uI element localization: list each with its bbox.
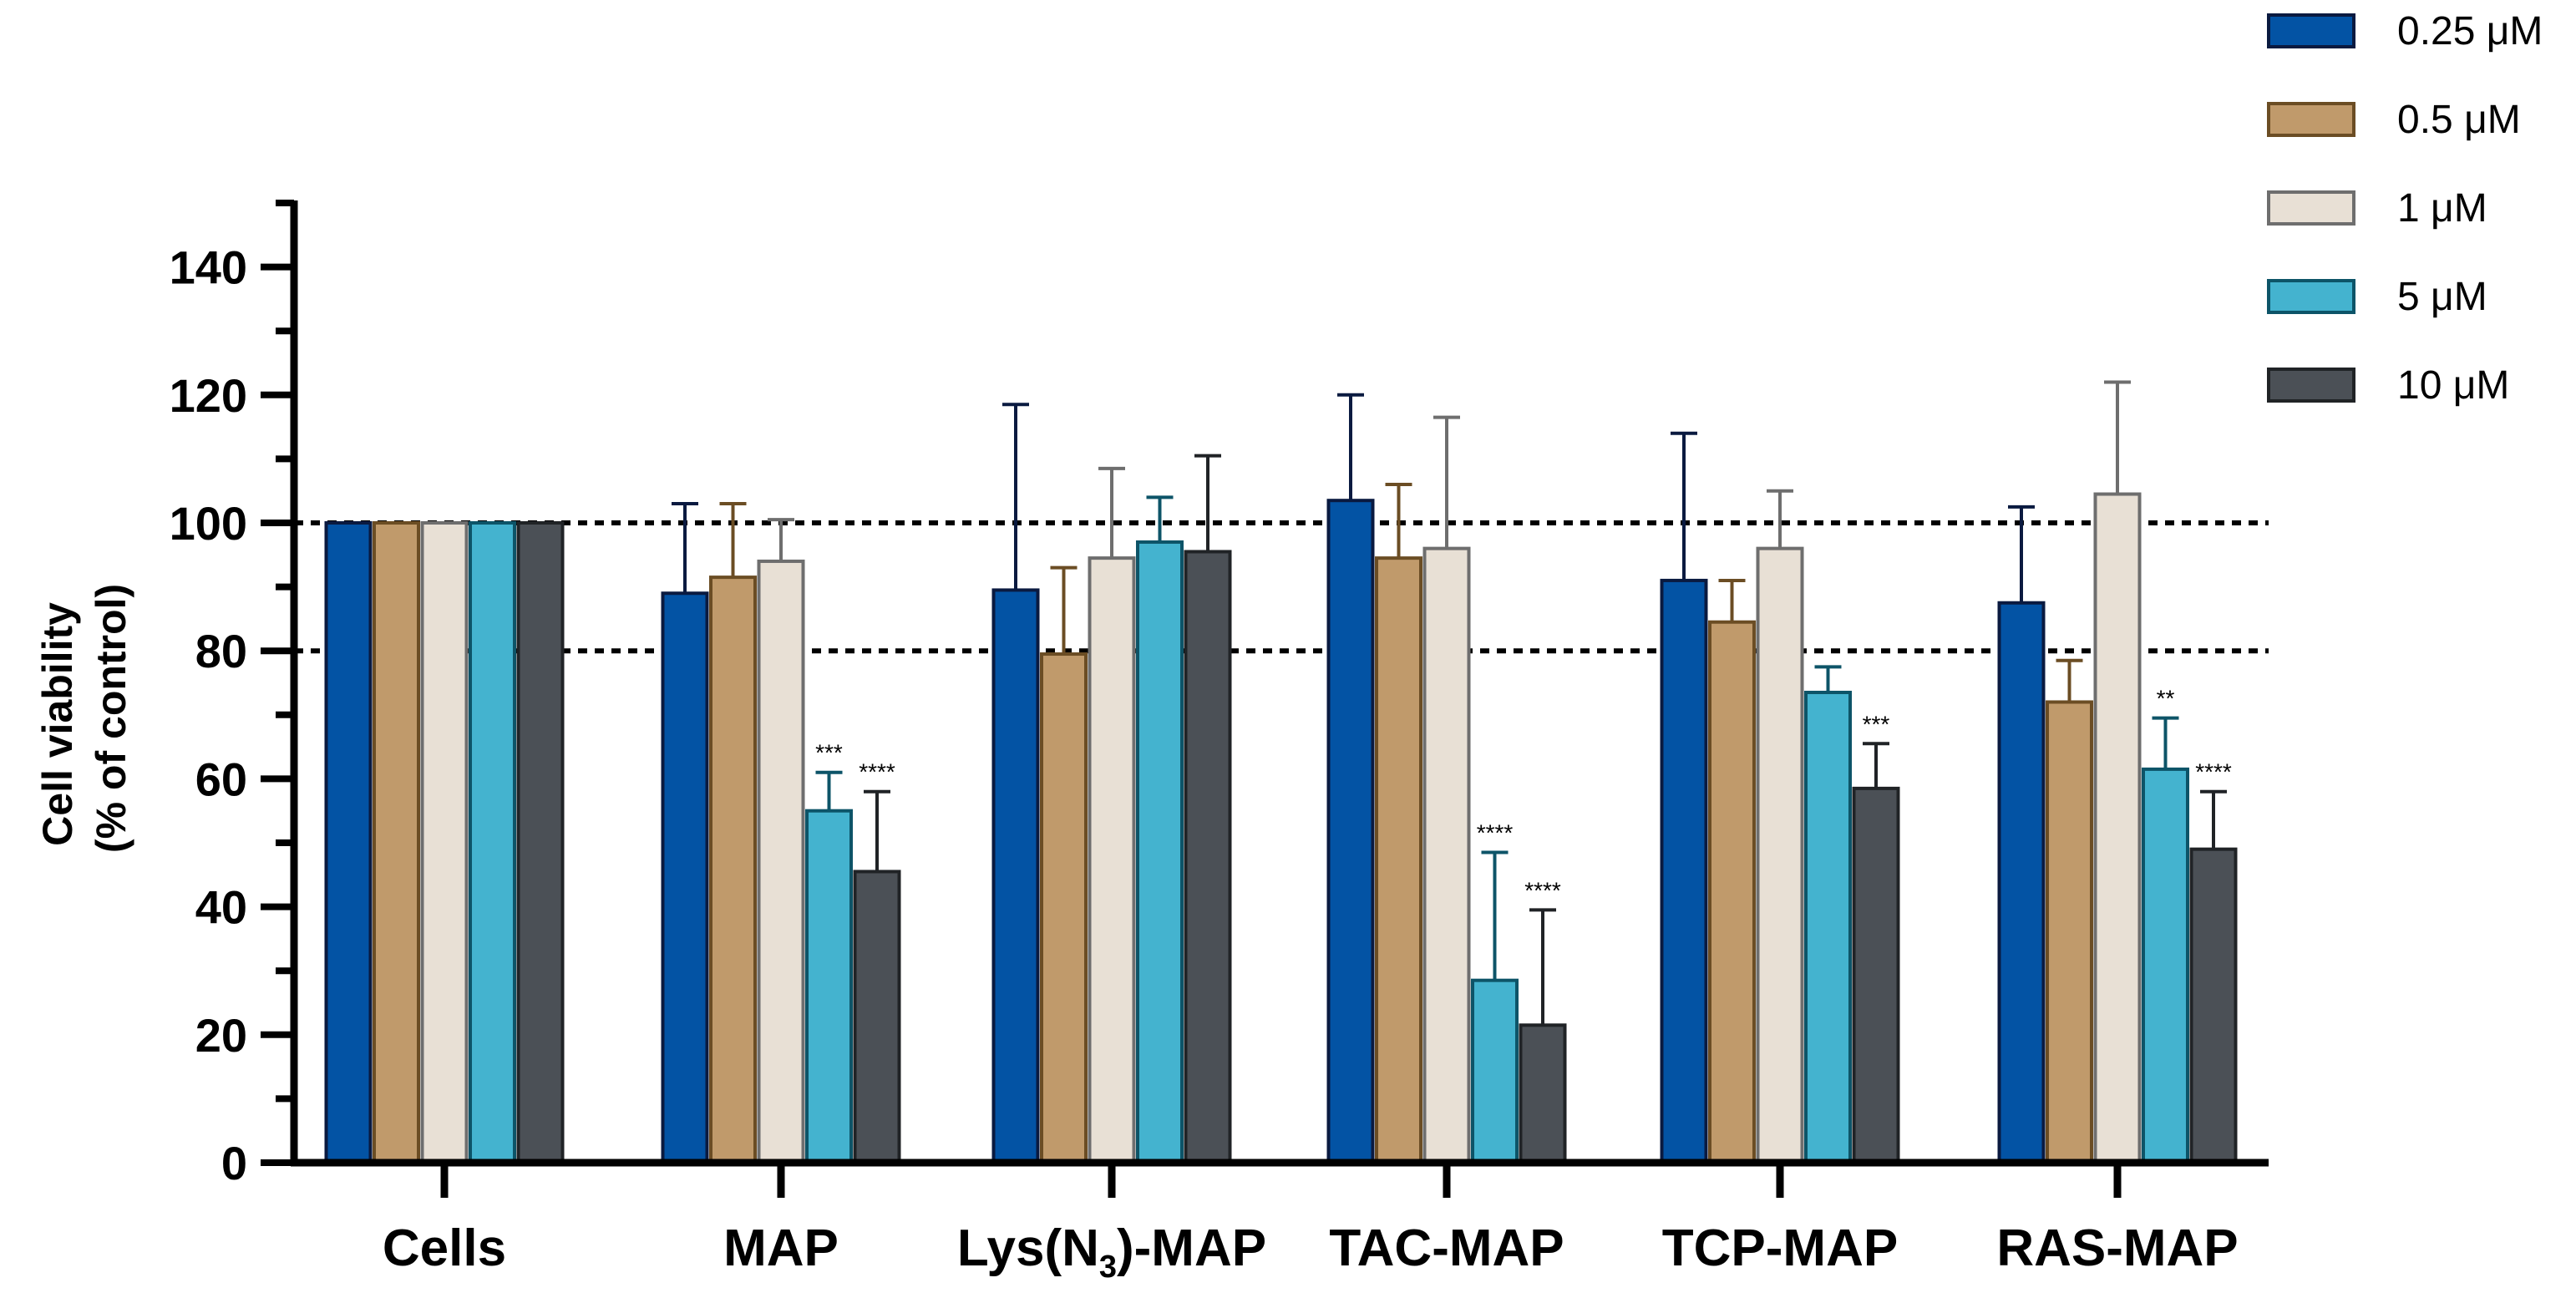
bar-4-2 <box>1184 550 1232 1164</box>
bar-1-1 <box>709 576 757 1164</box>
bar-0-4 <box>1660 578 1708 1164</box>
bar-2-4 <box>1756 546 1804 1164</box>
y-axis-title: Cell viability (% of control) <box>34 584 134 853</box>
significance-label-3-3: **** <box>1477 819 1514 845</box>
bar-1-5 <box>2046 700 2093 1164</box>
reference-lines <box>294 520 2269 654</box>
significance-label-4-1: **** <box>859 759 895 785</box>
bar-2-1 <box>757 559 805 1164</box>
bar-3-4 <box>1804 690 1852 1164</box>
y-tick-label-60: 60 <box>195 753 247 805</box>
y-tick-label-100: 100 <box>170 497 247 550</box>
bar-0-1 <box>661 591 709 1164</box>
legend-label-2: 1 μM <box>2397 186 2487 231</box>
y-axis-title-line-1: Cell viability <box>34 602 81 846</box>
significance-label-4-4: *** <box>1863 711 1890 737</box>
bar-3-3 <box>1471 978 1519 1164</box>
bar-1-2 <box>1040 652 1088 1164</box>
legend-swatch-0 <box>2267 13 2355 48</box>
legend-label-3: 5 μM <box>2397 275 2487 319</box>
legend-swatch-3 <box>2267 279 2355 314</box>
bar-1-0 <box>373 521 420 1164</box>
legend-swatch-2 <box>2267 190 2355 226</box>
bar-2-3 <box>1422 546 1471 1164</box>
bar-0-0 <box>324 521 373 1164</box>
bar-3-0 <box>469 521 516 1164</box>
bar-1-4 <box>1708 620 1756 1164</box>
legend-swatch-4 <box>2267 368 2355 403</box>
x-tick-label-5: RAS-MAP <box>1996 1219 2238 1277</box>
bar-4-5 <box>2189 847 2238 1164</box>
x-tick-label-2: Lys(N3)-MAP <box>957 1219 1266 1285</box>
y-tick-label-20: 20 <box>195 1009 247 1062</box>
significance-label-4-5: **** <box>2195 759 2232 785</box>
bar-groups: ************************ <box>324 380 2238 1165</box>
x-tick-label-1: MAP <box>723 1219 839 1277</box>
y-tick-label-140: 140 <box>170 241 247 294</box>
bar-2-2 <box>1088 556 1136 1164</box>
y-tick-label-40: 40 <box>195 881 247 934</box>
legend: 0.25 μM 0.5 μM 1 μM 5 μM 10 μM <box>2267 9 2543 408</box>
y-tick-label-80: 80 <box>195 625 247 677</box>
bar-2-0 <box>420 521 469 1164</box>
bar-4-1 <box>853 870 901 1164</box>
legend-label-1: 0.5 μM <box>2397 98 2521 142</box>
legend-label-0: 0.25 μM <box>2397 9 2543 53</box>
x-tick-label-0: Cells <box>383 1219 506 1277</box>
bar-0-5 <box>1997 601 2046 1164</box>
significance-label-4-3: **** <box>1524 877 1561 903</box>
bar-3-1 <box>805 809 853 1164</box>
legend-label-4: 10 μM <box>2397 363 2509 408</box>
bar-2-5 <box>2093 492 2142 1164</box>
y-tick-label-120: 120 <box>170 369 247 422</box>
x-tick-label-4: TCP-MAP <box>1662 1219 1898 1277</box>
significance-label-3-5: ** <box>2157 686 2175 712</box>
bar-4-0 <box>516 521 565 1164</box>
bar-3-5 <box>2142 767 2189 1164</box>
axes: 0 20 40 60 80 100 120 140 Cells MAP Lys(N3)-MAP TAC… <box>170 200 2269 1285</box>
y-tick-label-0: 0 <box>221 1137 247 1189</box>
bar-0-2 <box>991 588 1040 1164</box>
significance-label-3-1: *** <box>815 740 843 766</box>
bar-0-3 <box>1326 499 1375 1164</box>
bar-4-4 <box>1852 786 1900 1164</box>
bar-3-2 <box>1136 540 1184 1164</box>
bar-1-3 <box>1375 556 1422 1164</box>
x-tick-label-3: TAC-MAP <box>1329 1219 1564 1277</box>
y-axis-title-line-2: (% of control) <box>88 584 134 853</box>
legend-swatch-1 <box>2267 102 2355 137</box>
bar-4-3 <box>1519 1023 1567 1165</box>
